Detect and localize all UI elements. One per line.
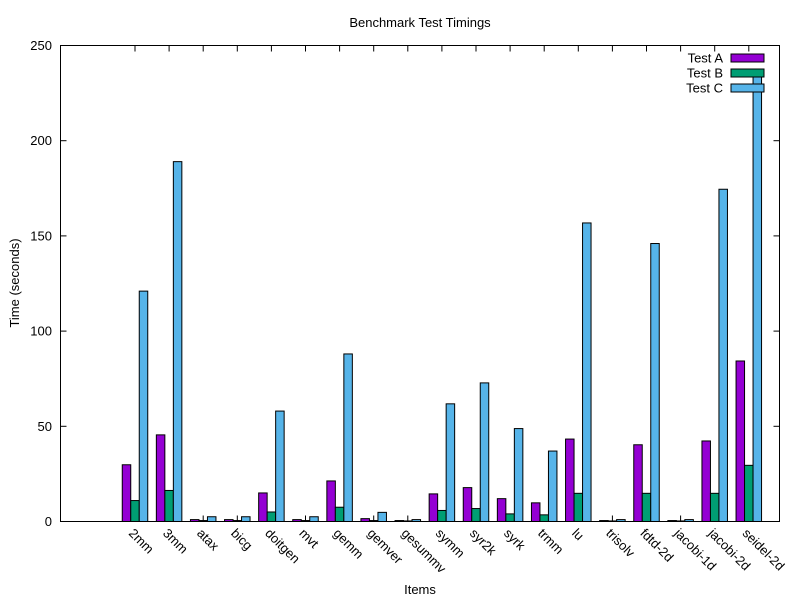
x-tick-label: gemver [365, 526, 407, 568]
bar-test-a-symm [428, 493, 439, 523]
y-tick-label: 0 [45, 514, 52, 529]
bar-test-a-3mm [155, 434, 166, 522]
y-tick-label: 100 [30, 324, 52, 339]
bar-test-c-jacobi-2d [718, 188, 728, 522]
x-tick-label: lu [569, 526, 587, 544]
y-axis-label: Time (seconds) [7, 238, 22, 327]
bar-series [121, 72, 763, 523]
bar-test-b-symm [437, 509, 447, 522]
legend-swatch [730, 83, 765, 93]
legend-swatch [730, 68, 765, 78]
x-tick-label: bicg [228, 526, 255, 553]
legend-label: Test C [686, 81, 723, 96]
bar-test-c-lu [582, 222, 592, 522]
bar-test-a-syrk [496, 498, 507, 522]
bar-test-a-gemm [326, 480, 336, 523]
bar-test-c-symm [445, 403, 456, 522]
bar-test-c-gemver [377, 511, 387, 522]
bar-test-b-syr2k [471, 508, 481, 522]
y-tick-label: 250 [30, 38, 52, 53]
bar-test-c-3mm [172, 161, 183, 522]
x-tick-label: mvt [296, 526, 322, 552]
bar-test-a-seidel-2d [735, 360, 746, 522]
bar-test-a-syr2k [462, 487, 473, 522]
bar-test-a-fdtd-2d [633, 444, 643, 522]
legend-swatch [730, 53, 765, 63]
bar-test-c-bicg [241, 516, 251, 522]
x-tick-label: doitgen [262, 526, 303, 567]
bar-test-c-trmm [547, 450, 558, 522]
bar-test-c-fdtd-2d [650, 243, 660, 523]
chart-title: Benchmark Test Timings [349, 15, 491, 30]
y-axis-ticks: 0 50 100 150 200 250 [30, 38, 780, 529]
bar-test-b-doitgen [266, 511, 277, 523]
bar-test-c-syrk [513, 428, 524, 522]
y-tick-label: 200 [30, 133, 52, 148]
bar-test-a-jacobi-2d [701, 440, 711, 522]
bar-test-c-syr2k [479, 382, 490, 523]
bar-test-b-syrk [505, 513, 515, 523]
bar-test-b-gemm [334, 506, 345, 523]
bar-test-c-doitgen [275, 410, 285, 523]
plot-frame [60, 45, 780, 522]
x-tick-label: 3mm [160, 526, 191, 557]
y-tick-label: 50 [38, 419, 52, 434]
x-tick-label: syr2k [467, 526, 500, 559]
bar-test-b-2mm [130, 500, 140, 522]
x-tick-label: trmm [535, 526, 567, 558]
legend-label: Test A [688, 51, 724, 66]
bar-test-b-trmm [539, 514, 549, 523]
bar-test-c-seidel-2d [752, 72, 763, 522]
bar-test-a-2mm [121, 464, 132, 523]
bar-test-a-trmm [530, 502, 541, 522]
bar-test-c-mvt [309, 516, 319, 522]
bar-test-b-lu [573, 492, 584, 523]
bar-test-b-jacobi-2d [709, 492, 720, 523]
bar-test-a-doitgen [258, 492, 268, 523]
x-tick-label: fdtd-2d [637, 526, 676, 565]
bar-test-a-lu [565, 438, 575, 522]
bar-test-c-atax [206, 516, 217, 522]
y-tick-label: 150 [30, 228, 52, 243]
x-tick-label: gemm [330, 526, 366, 562]
x-tick-label: trisolv [603, 526, 638, 561]
bar-test-b-3mm [164, 489, 174, 522]
bar-test-c-2mm [138, 290, 149, 522]
x-axis-label: Items [404, 582, 436, 597]
x-tick-label: syrk [501, 526, 529, 554]
bar-test-c-gemm [343, 353, 353, 523]
x-tick-label: 2mm [126, 526, 157, 557]
x-tick-label: atax [194, 526, 222, 554]
bar-test-b-seidel-2d [744, 464, 754, 522]
bar-test-b-fdtd-2d [641, 492, 652, 523]
legend-label: Test B [687, 66, 723, 81]
